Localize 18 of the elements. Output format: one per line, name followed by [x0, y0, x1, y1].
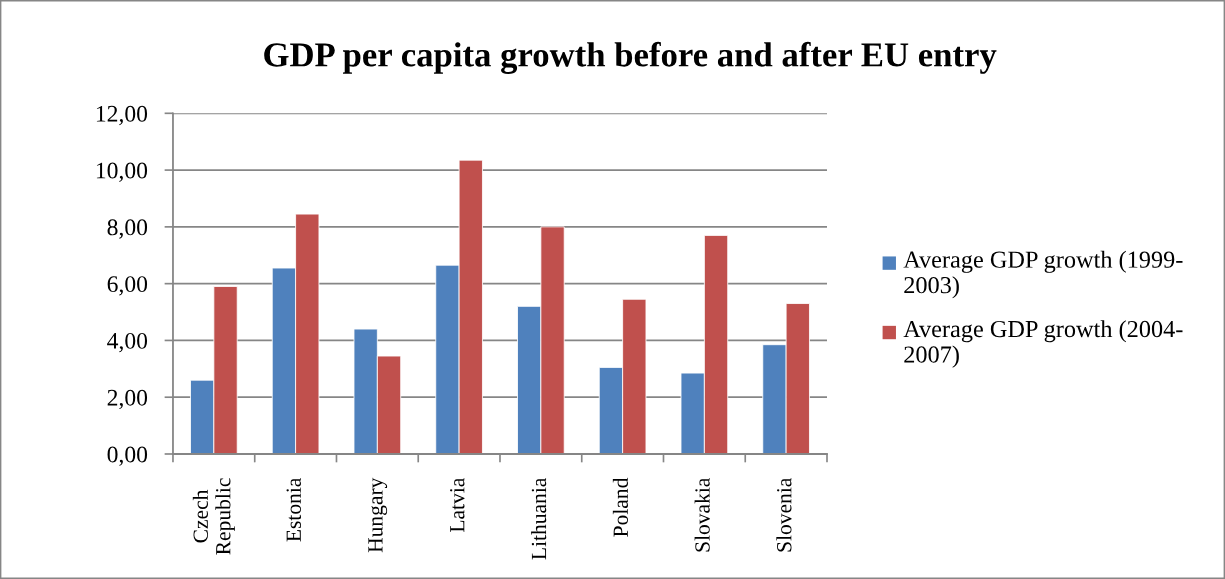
x-tick-label: Czech Republic	[192, 478, 235, 555]
x-tick-label: Poland	[612, 477, 628, 537]
x-tick-label: Estonia	[286, 477, 301, 542]
x-tick-label: Slovakia	[694, 477, 710, 552]
x-tick-label: Slovenia	[776, 477, 792, 552]
legend-label: Average GDP growth (2004-2007)	[903, 320, 1183, 368]
y-tick-label: 4,00	[107, 332, 148, 353]
y-tick-label: 12,00	[96, 105, 148, 126]
y-tick-label: 8,00	[107, 219, 148, 239]
x-tick-label: Hungary	[368, 477, 388, 553]
y-tick-label: 6,00	[107, 276, 148, 296]
x-tick-label: Lithuania	[531, 477, 547, 560]
y-tick-label: 2,00	[107, 389, 148, 410]
chart-title: GDP per capita growth before and after EU entry	[264, 41, 997, 74]
y-tick-label: 10,00	[96, 162, 148, 182]
legend-label: Average GDP growth (1999-2003)	[903, 250, 1183, 299]
y-tick-label: 0,00	[107, 446, 148, 466]
x-tick-label: Latvia	[450, 477, 465, 532]
